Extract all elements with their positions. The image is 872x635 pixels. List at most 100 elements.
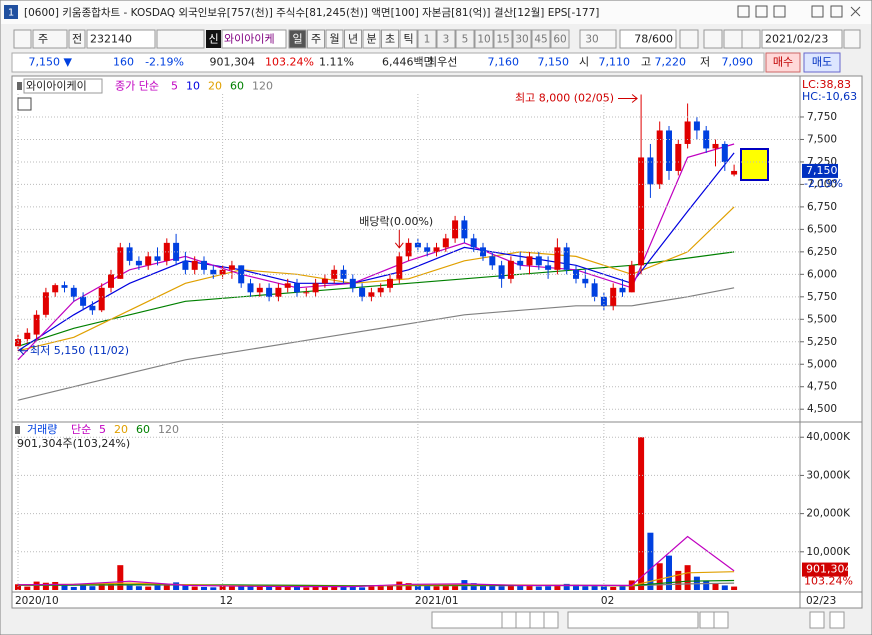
button[interactable] xyxy=(455,29,475,49)
btn-b[interactable] xyxy=(755,5,768,18)
low: 7,090 xyxy=(722,56,754,69)
scroll-fast[interactable] xyxy=(515,611,531,629)
candle-body xyxy=(33,314,40,335)
button[interactable] xyxy=(550,29,570,49)
code-input[interactable] xyxy=(86,29,156,49)
legend-ma-label: 종가 단순 xyxy=(115,80,159,93)
volume-legend-ma-label: 단순 xyxy=(71,423,91,436)
mode: 전 xyxy=(72,33,82,46)
button[interactable] xyxy=(362,29,381,49)
button[interactable] xyxy=(741,29,761,49)
volume-bar xyxy=(507,584,514,590)
ask: 7,160 xyxy=(488,56,520,69)
title-bar xyxy=(1,1,871,24)
btn-c[interactable] xyxy=(773,5,786,18)
volume-bar xyxy=(201,586,207,590)
low-annotation: 최저 5,150 (11/02) xyxy=(30,344,129,357)
change: 160 xyxy=(113,56,134,69)
candle-body xyxy=(377,287,384,293)
button[interactable] xyxy=(703,29,723,49)
btn-a[interactable] xyxy=(737,5,750,18)
candle-body xyxy=(15,339,21,347)
candle-body xyxy=(563,247,570,270)
button[interactable] xyxy=(512,29,532,49)
hc: HC:-10,63 xyxy=(802,90,857,103)
marker-box[interactable] xyxy=(740,148,769,181)
volume-bar xyxy=(675,570,682,590)
candle-body xyxy=(675,143,682,171)
legend-ma: 20 xyxy=(208,80,222,93)
button[interactable] xyxy=(843,29,861,49)
zoom-prev[interactable] xyxy=(699,611,715,629)
candle-body xyxy=(387,278,393,288)
candle-body xyxy=(191,260,198,270)
zoom-out[interactable] xyxy=(809,611,825,629)
interval-select[interactable] xyxy=(579,29,617,49)
scroll-next[interactable] xyxy=(501,611,517,629)
button[interactable] xyxy=(531,29,551,49)
period: 일 xyxy=(292,32,302,46)
zoom-track[interactable] xyxy=(567,611,699,629)
arrow xyxy=(618,94,638,103)
button[interactable] xyxy=(723,29,743,49)
volume-bar xyxy=(368,586,375,590)
button[interactable] xyxy=(436,29,456,49)
button[interactable] xyxy=(399,29,418,49)
change-pct: -2.19% xyxy=(145,56,184,69)
candle-body xyxy=(303,292,310,294)
volume-bar xyxy=(24,586,31,590)
candle-body xyxy=(545,265,552,270)
scroll-stop[interactable] xyxy=(529,611,545,629)
legend-ma: 60 xyxy=(136,423,150,436)
candle-body xyxy=(284,283,291,288)
candle-body xyxy=(582,278,589,284)
volume-bar xyxy=(545,586,552,590)
legend-ma: 120 xyxy=(252,80,273,93)
candle-body xyxy=(247,283,254,293)
candle-body xyxy=(498,265,505,279)
button[interactable] xyxy=(307,29,325,49)
volume-bar xyxy=(238,585,245,590)
bid: 7,150 xyxy=(538,56,570,69)
button[interactable] xyxy=(493,29,513,49)
button[interactable] xyxy=(32,29,68,49)
zoom-in[interactable] xyxy=(829,611,845,629)
buy-button[interactable] xyxy=(765,52,801,73)
button[interactable] xyxy=(68,29,86,49)
scroll-track[interactable] xyxy=(431,611,503,629)
button[interactable] xyxy=(156,29,205,49)
button[interactable] xyxy=(474,29,494,49)
open-label: 시 xyxy=(579,56,589,69)
btn-minimize[interactable] xyxy=(811,5,824,18)
candle-body xyxy=(349,278,356,288)
candle-body xyxy=(126,247,133,261)
volume-bar xyxy=(266,586,273,590)
button[interactable] xyxy=(381,29,399,49)
candle-body xyxy=(219,269,226,275)
candle-body xyxy=(228,265,235,270)
volume-bar xyxy=(256,586,263,590)
candle-body xyxy=(173,242,180,261)
candle-body xyxy=(80,296,87,306)
btn-maximize[interactable] xyxy=(830,5,843,18)
y-tick-label: 5,000 xyxy=(807,358,837,370)
legend-name-box xyxy=(23,78,103,94)
period: 초 xyxy=(385,33,395,46)
button[interactable] xyxy=(417,29,437,49)
candle-body xyxy=(368,292,375,297)
candle-body xyxy=(433,247,440,252)
candle-body xyxy=(331,269,338,279)
button[interactable] xyxy=(288,29,307,49)
amount: 6,446백만 xyxy=(382,56,434,69)
button[interactable] xyxy=(679,29,699,49)
scroll-end[interactable] xyxy=(543,611,559,629)
candle-body xyxy=(52,285,59,293)
zoom-next[interactable] xyxy=(713,611,729,629)
sell-button[interactable] xyxy=(803,52,841,73)
candle-body xyxy=(666,130,672,171)
app-icon-label: 1 xyxy=(8,8,14,19)
button[interactable] xyxy=(344,29,362,49)
button[interactable] xyxy=(13,29,32,49)
button[interactable] xyxy=(325,29,344,49)
btn-close[interactable] xyxy=(850,6,861,17)
